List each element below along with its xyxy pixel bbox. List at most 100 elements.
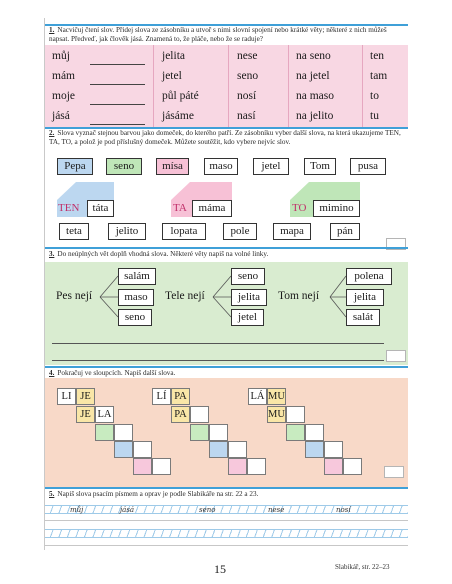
ex1-word: to [370,90,379,102]
word-card[interactable]: mapa [273,223,311,240]
sentence-start: Tom nejí [278,290,320,302]
word-card[interactable]: Tom [304,158,336,175]
syllable-cell: LI [57,388,76,405]
ex5-top-bar [45,487,408,489]
ex5-number: 5. [49,490,55,498]
house-tag: TEN [58,202,80,214]
ex1-word: ten [370,50,385,62]
check-box[interactable] [386,350,406,362]
handwriting-lines[interactable] [45,505,408,514]
page-frame [44,18,409,550]
house-ten-roof [57,182,114,200]
ex2-instruction-text: Slova vyznač stejnou barvou jako domeček… [49,129,401,146]
word-card[interactable]: mísa [156,158,189,175]
ex3-instruction: 3. Do neúplných vět doplň vhodná slova. N… [45,250,407,259]
ex1-divider [362,45,363,128]
empty-cell[interactable] [209,441,228,458]
ex1-word: jelita [162,50,185,62]
empty-cell[interactable] [152,458,171,475]
option-card[interactable]: seno [118,309,152,326]
word-card[interactable]: pán [330,223,360,240]
ex1-word: na maso [296,90,335,102]
option-card[interactable]: salát [346,309,380,326]
cursive-word: seno [199,506,216,514]
ex1-divider [153,45,154,128]
ex1-word: nasí [237,110,256,122]
ex1-write-line[interactable] [90,84,145,85]
word-card[interactable]: pusa [350,158,386,175]
ex2-number: 2. [49,129,55,137]
empty-cell[interactable] [95,424,114,441]
empty-cell[interactable] [324,441,343,458]
ex1-divider [288,45,289,128]
ex1-word: moje [52,90,75,102]
ex2-top-bar [45,127,408,129]
syllable-cell: LÍ [152,388,171,405]
empty-cell[interactable] [209,424,228,441]
empty-cell[interactable] [228,458,247,475]
ex1-word: jetel [162,70,182,82]
option-card[interactable]: jetel [231,309,264,326]
house-to-roof [290,182,360,200]
ex1-word: na jetel [296,70,330,82]
option-card[interactable]: salám [118,268,156,285]
empty-cell[interactable] [305,424,324,441]
option-card[interactable]: jelita [346,289,384,306]
option-card[interactable]: seno [231,268,265,285]
empty-cell[interactable] [286,406,305,423]
sentence-start: Tele nejí [165,290,205,302]
empty-cell[interactable] [324,458,343,475]
ex1-word: tam [370,70,388,82]
word-card[interactable]: teta [59,223,89,240]
handwriting-lines[interactable] [45,529,408,538]
empty-cell[interactable] [286,424,305,441]
writing-line[interactable] [45,545,408,546]
option-card[interactable]: polena [346,268,392,285]
empty-cell[interactable] [133,441,152,458]
ex5-instruction: 5. Napiš slova psacím písmem a oprav je p… [45,490,407,499]
house-tag: TO [292,202,307,214]
check-box[interactable] [384,466,404,478]
empty-cell[interactable] [228,441,247,458]
word-card[interactable]: lopata [162,223,206,240]
empty-cell[interactable] [190,424,209,441]
option-card[interactable]: jelita [231,289,267,306]
ex1-write-line[interactable] [90,64,145,65]
empty-cell[interactable] [343,458,362,475]
writing-line[interactable] [45,520,408,521]
ex1-word: nosí [237,90,257,102]
answer-line[interactable] [52,343,384,344]
empty-cell[interactable] [305,441,324,458]
word-card[interactable]: jetel [253,158,289,175]
cursive-word: jásá [120,506,135,514]
word-card[interactable]: pole [223,223,257,240]
ex3-number: 3. [49,250,55,258]
sentence-start: Pes nejí [56,290,93,302]
ex1-write-line[interactable] [90,104,145,105]
option-card[interactable]: maso [118,289,154,306]
ex3-instruction-text: Do neúplných vět doplň vhodná slova. Něk… [57,250,269,258]
word-card[interactable]: jelito [108,223,146,240]
empty-cell[interactable] [133,458,152,475]
word-card[interactable]: Pepa [57,158,93,175]
ex1-write-line[interactable] [90,124,145,125]
answer-line[interactable] [52,360,384,361]
house-ta-roof [171,182,232,200]
ex4-instruction-text: Pokračuj ve sloupcích. Napiš další slova… [57,369,176,377]
syllable-cell: MU [267,388,286,405]
syllable-cell: JE [76,388,95,405]
word-card[interactable]: maso [204,158,238,175]
empty-cell[interactable] [114,424,133,441]
page-number: 15 [214,562,226,576]
ex1-number: 1. [49,26,55,34]
word-card[interactable]: seno [106,158,142,175]
empty-cell[interactable] [190,406,209,423]
empty-cell[interactable] [247,458,266,475]
ex1-word: jásá [52,110,70,122]
cursive-word: můj [70,506,84,514]
ex1-instruction: 1. Nacvičuj čtení slov. Přidej slova ze z… [45,26,407,44]
house-word: máma [192,200,232,217]
ex1-word: půl páté [162,90,199,102]
empty-cell[interactable] [114,441,133,458]
